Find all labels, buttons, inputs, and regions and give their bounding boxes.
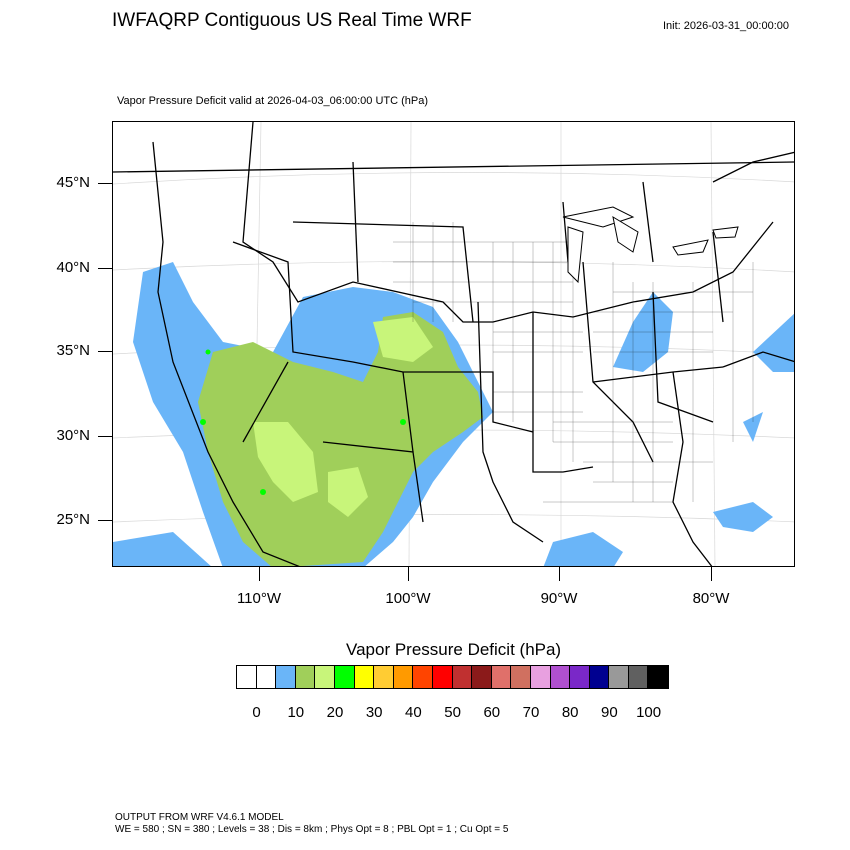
lon-label-100w: 100°W — [385, 590, 431, 607]
colorbar-label: 70 — [522, 704, 540, 721]
colorbar-swatch — [609, 666, 629, 688]
colorbar-label: 80 — [561, 704, 579, 721]
init-time-label: Init: 2026-03-31_00:00:00 — [663, 20, 789, 32]
vpd-low-region — [113, 262, 794, 566]
colorbar-swatch — [452, 666, 473, 688]
colorbar-label: 60 — [483, 704, 501, 721]
footer-line-2: WE = 580 ; SN = 380 ; Levels = 38 ; Dis … — [115, 824, 509, 835]
colorbar-swatch — [550, 666, 571, 688]
colorbar-swatch — [374, 666, 394, 688]
colorbar-label: 10 — [287, 704, 305, 721]
colorbar-swatch — [393, 666, 414, 688]
lon-tick — [559, 567, 560, 581]
county-boundaries — [393, 222, 754, 503]
lon-label-110w: 110°W — [236, 590, 282, 607]
map-panel — [112, 121, 795, 567]
colorbar-swatch — [491, 666, 512, 688]
colorbar-label: 40 — [405, 704, 422, 721]
colorbar-label: 50 — [444, 704, 461, 721]
lat-label-35n: 35°N — [56, 342, 90, 359]
vpd-peak-spots — [200, 349, 406, 495]
colorbar-swatch — [334, 666, 355, 688]
lon-label-80w: 80°W — [692, 590, 730, 607]
colorbar-title: Vapor Pressure Deficit (hPa) — [346, 640, 562, 659]
colorbar-swatch — [530, 666, 551, 688]
colorbar-swatch — [511, 666, 531, 688]
colorbar-swatch — [589, 666, 610, 688]
lon-label-90w: 90°W — [540, 590, 578, 607]
colorbar-label: 100 — [636, 704, 662, 721]
colorbar-swatch — [276, 666, 296, 688]
lat-tick — [98, 520, 112, 521]
lat-label-45n: 45°N — [56, 174, 90, 191]
lat-label-25n: 25°N — [56, 511, 90, 528]
colorbar-swatch — [472, 666, 492, 688]
plot-subtitle: Vapor Pressure Deficit valid at 2026-04-… — [117, 95, 429, 107]
lon-tick — [711, 567, 712, 581]
map-canvas — [113, 122, 794, 566]
lat-tick — [98, 183, 112, 184]
colorbar-swatch — [295, 666, 316, 688]
lat-tick — [98, 351, 112, 352]
great-lakes — [562, 206, 739, 284]
vpd-moderate-region — [198, 312, 483, 566]
colorbar — [236, 665, 670, 689]
colorbar-swatch — [570, 666, 590, 688]
colorbar-swatch — [354, 666, 375, 688]
colorbar-swatch — [237, 666, 257, 688]
lat-tick — [98, 268, 112, 269]
main-title: IWFAQRP Contiguous US Real Time WRF — [112, 10, 472, 31]
colorbar-swatch — [413, 666, 433, 688]
colorbar-swatch — [648, 666, 669, 688]
colorbar-swatch — [315, 666, 335, 688]
colorbar-label: 30 — [365, 704, 383, 721]
colorbar-label: 0 — [252, 704, 261, 721]
lon-tick — [259, 567, 260, 581]
footer-line-1: OUTPUT FROM WRF V4.6.1 MODEL — [115, 812, 284, 823]
lat-label-30n: 30°N — [56, 427, 90, 444]
lat-tick — [98, 436, 112, 437]
vpd-high-region — [253, 317, 433, 517]
colorbar-swatch — [432, 666, 453, 688]
colorbar-swatch — [256, 666, 277, 688]
model-footer: OUTPUT FROM WRF V4.6.1 MODEL WE = 580 ; … — [115, 812, 508, 836]
colorbar-swatch — [628, 666, 649, 688]
lon-tick — [408, 567, 409, 581]
lat-label-40n: 40°N — [56, 259, 90, 276]
colorbar-label: 20 — [326, 704, 344, 721]
colorbar-label: 90 — [601, 704, 618, 721]
